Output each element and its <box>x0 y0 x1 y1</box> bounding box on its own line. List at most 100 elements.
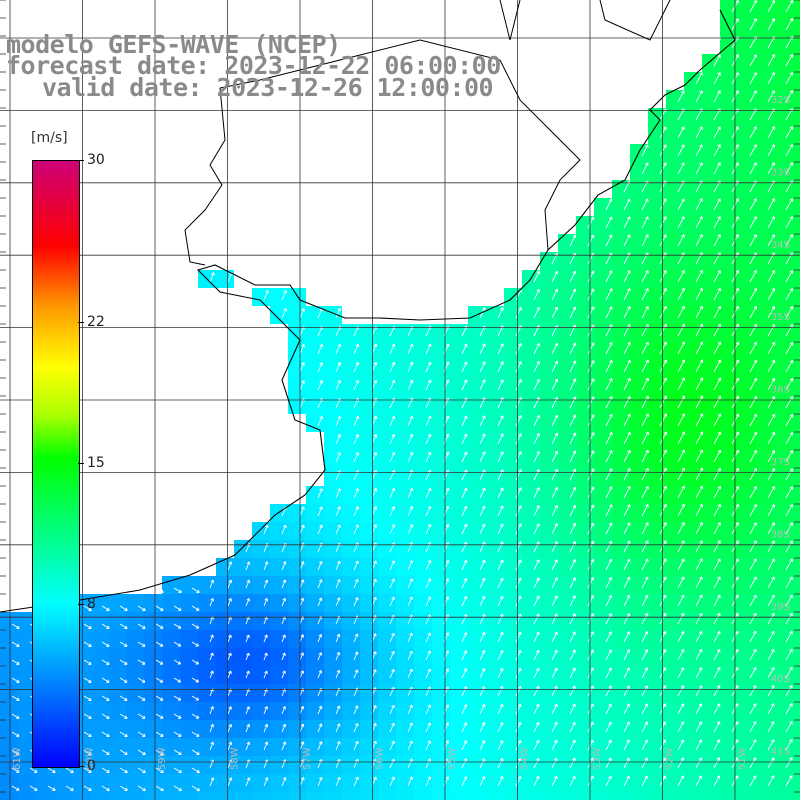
field-cell <box>450 558 468 576</box>
field-cell <box>648 162 666 180</box>
field-cell <box>792 252 800 270</box>
wind-arrow <box>209 741 215 751</box>
field-cell <box>270 702 288 720</box>
latitude-label: 39S <box>771 602 790 613</box>
field-cell <box>306 540 324 558</box>
wind-arrow <box>785 306 794 319</box>
wind-arrow <box>101 695 110 701</box>
field-cell <box>630 522 648 540</box>
field-cell <box>18 720 36 738</box>
wind-arrow <box>749 359 758 373</box>
field-cell <box>198 666 216 684</box>
field-cell <box>756 252 774 270</box>
field-cell <box>360 648 378 666</box>
field-cell <box>180 612 198 630</box>
field-cell <box>630 288 648 306</box>
wind-arrow <box>605 558 613 571</box>
field-cell <box>486 666 504 684</box>
field-cell <box>396 720 414 738</box>
wind-arrow <box>389 506 396 517</box>
wind-arrow <box>119 785 128 791</box>
field-cell <box>252 774 270 792</box>
wind-arrow <box>173 587 182 593</box>
field-cell <box>252 684 270 702</box>
field-cell <box>414 648 432 666</box>
field-cell <box>252 630 270 648</box>
field-cell <box>684 486 702 504</box>
field-cell <box>414 414 432 432</box>
wind-arrow <box>389 560 395 571</box>
field-cell <box>522 504 540 522</box>
field-cell <box>180 756 198 774</box>
wind-arrow <box>227 670 232 679</box>
field-cell <box>720 252 738 270</box>
wind-arrow <box>173 605 182 611</box>
field-cell <box>288 306 306 324</box>
field-cell <box>450 378 468 396</box>
field-cell <box>756 54 774 72</box>
wind-arrow <box>713 377 722 391</box>
wind-arrow <box>785 72 794 85</box>
field-cell <box>666 540 684 558</box>
wind-arrow <box>659 449 667 463</box>
wind-arrow <box>767 144 775 157</box>
field-cell <box>306 558 324 576</box>
field-cell <box>666 288 684 306</box>
field-cell <box>702 306 720 324</box>
wind-arrow <box>407 487 414 499</box>
wind-arrow <box>767 324 776 337</box>
wind-arrow <box>551 775 558 787</box>
field-cell <box>612 792 630 800</box>
field-cell <box>432 324 450 342</box>
field-cell <box>252 558 270 576</box>
field-cell <box>666 252 684 270</box>
field-cell <box>450 432 468 450</box>
field-cell <box>288 720 306 738</box>
wind-arrow <box>263 723 269 733</box>
field-cell <box>684 594 702 612</box>
field-cell <box>18 684 36 702</box>
field-cell <box>720 54 738 72</box>
field-cell <box>630 576 648 594</box>
field-cell <box>756 558 774 576</box>
wind-arrow <box>677 323 685 337</box>
wind-arrow <box>425 379 432 391</box>
wind-arrow <box>299 723 305 733</box>
field-cell <box>414 738 432 756</box>
field-cell <box>558 270 576 288</box>
field-cell <box>720 270 738 288</box>
field-cell <box>396 792 414 800</box>
field-cell <box>540 774 558 792</box>
wind-arrow <box>767 18 776 31</box>
wind-arrow <box>569 504 577 517</box>
field-cell <box>792 396 800 414</box>
field-cell <box>342 594 360 612</box>
field-cell <box>576 522 594 540</box>
latitude-label: 36S <box>771 385 790 396</box>
wind-arrow <box>389 740 395 751</box>
wind-arrow <box>695 522 703 535</box>
field-cell <box>774 180 792 198</box>
field-cell <box>144 702 162 720</box>
wind-arrow <box>263 777 269 787</box>
wind-arrow <box>533 577 540 589</box>
wind-arrow <box>461 433 468 445</box>
field-cell <box>576 396 594 414</box>
field-cell <box>738 720 756 738</box>
field-cell <box>612 198 630 216</box>
wind-arrow <box>227 777 233 787</box>
field-cell <box>774 756 792 774</box>
field-cell <box>774 450 792 468</box>
wind-arrow <box>749 576 757 589</box>
field-cell <box>360 522 378 540</box>
field-cell <box>144 630 162 648</box>
wind-arrow <box>389 722 395 733</box>
field-cell <box>594 288 612 306</box>
field-cell <box>342 792 360 800</box>
wind-arrow <box>227 634 232 643</box>
wind-arrow <box>785 126 794 139</box>
field-cell <box>450 342 468 360</box>
field-cell <box>396 414 414 432</box>
wind-arrow <box>281 652 286 661</box>
